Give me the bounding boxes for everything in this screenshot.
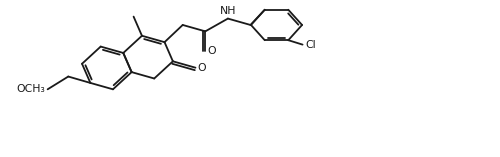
Text: Cl: Cl (305, 40, 316, 50)
Text: O: O (208, 46, 216, 56)
Text: O: O (198, 63, 206, 73)
Text: NH: NH (220, 6, 236, 16)
Text: OCH₃: OCH₃ (16, 84, 45, 94)
